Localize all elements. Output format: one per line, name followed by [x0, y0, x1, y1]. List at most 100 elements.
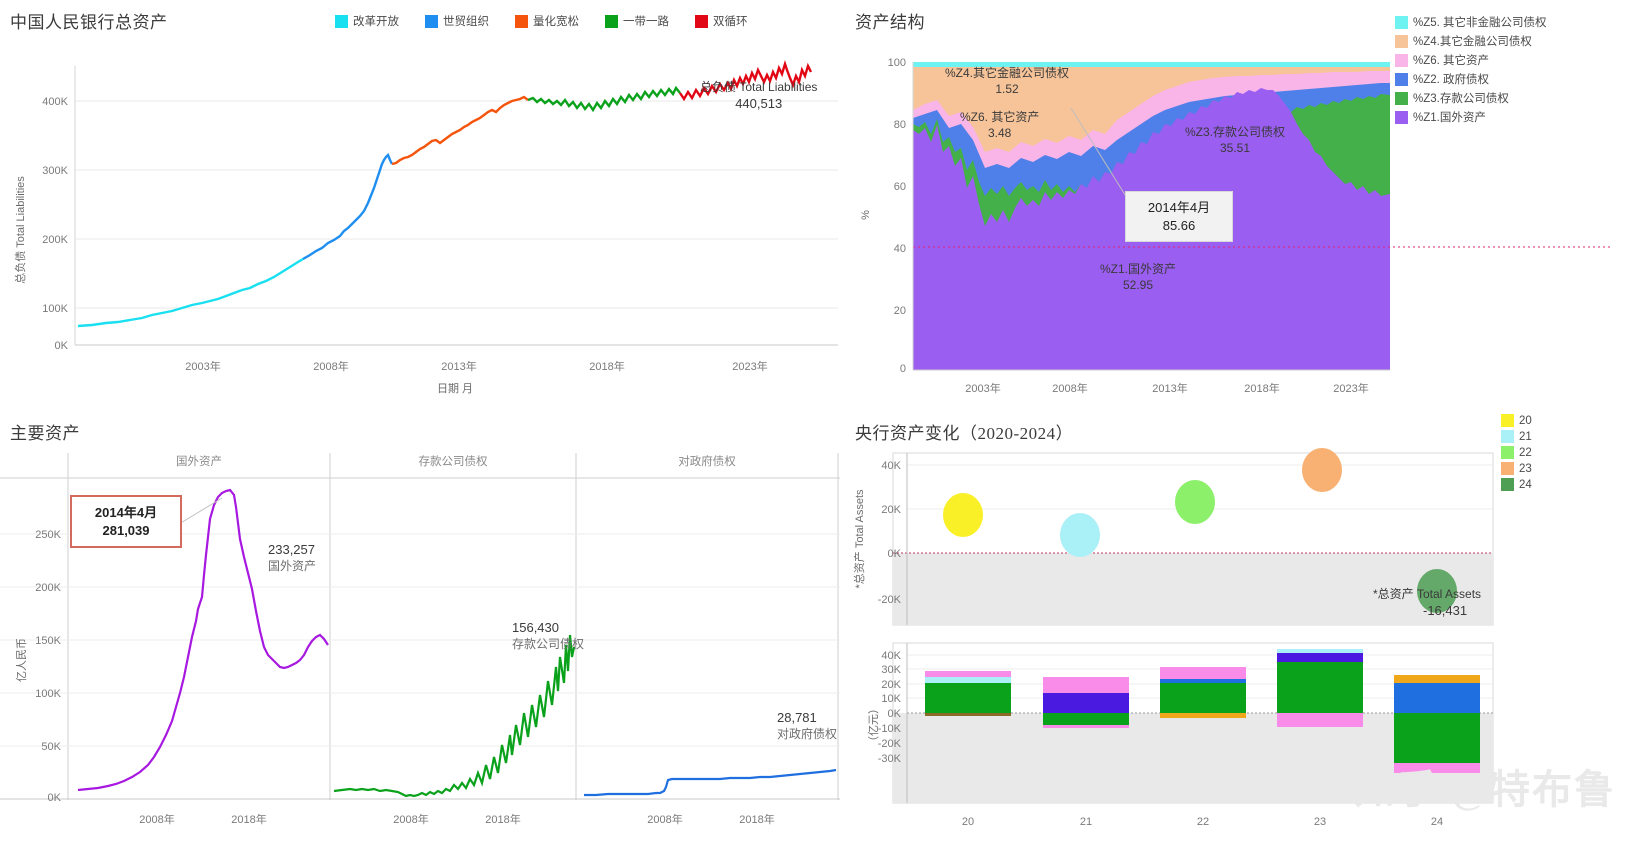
x-tick: 2013年	[441, 359, 476, 373]
legend-swatch	[335, 14, 348, 28]
legend-item[interactable]: 改革开放	[335, 13, 399, 29]
legend-label: %Z5. 其它非金融公司债权	[1413, 17, 1547, 29]
annotation-label: %Z1.国外资产	[1100, 262, 1177, 276]
bar-group-23[interactable]	[1277, 649, 1363, 727]
endlabel-name: 对政府债权	[777, 726, 838, 741]
legend-item[interactable]: 24	[1501, 478, 1532, 491]
legend-swatch	[1395, 15, 1408, 29]
bar-group-20[interactable]	[925, 671, 1011, 716]
annotation-total-assets-24: *总资产 Total Assets -16,431	[1373, 587, 1481, 619]
legend-item[interactable]: 双循环	[695, 13, 748, 29]
x-tick: 2018年	[485, 812, 520, 826]
legend-item[interactable]: 22	[1501, 446, 1532, 459]
legend-item[interactable]: %Z3.存款公司债权	[1395, 90, 1547, 106]
legend-swatch	[425, 14, 438, 28]
legend-label: %Z2. 政府债权	[1413, 74, 1490, 86]
legend-item[interactable]: %Z5. 其它非金融公司债权	[1395, 14, 1547, 30]
facet-title: 国外资产	[176, 454, 222, 468]
series-line-gov-claims	[584, 768, 837, 797]
legend-item[interactable]: 世贸组织	[425, 13, 489, 29]
legend-item[interactable]: 23	[1501, 462, 1532, 475]
legend-item[interactable]: %Z4.其它金融公司债权	[1395, 33, 1547, 49]
endlabel-name: 存款公司债权	[512, 636, 585, 651]
y-tick: 300K	[42, 165, 68, 177]
panel-major-assets: 主要资产 国外资产 存款公司债权 对政府债权 250K 200K	[0, 405, 845, 843]
annotation-label: %Z4.其它金融公司债权	[945, 66, 1070, 80]
tooltip-date: 2014年4月	[1147, 200, 1211, 215]
chart-pboc: 400K 300K 200K 100K 0K 总负债 Total Liabili…	[13, 60, 838, 395]
bar-group-22[interactable]	[1160, 667, 1246, 718]
legend-swatch	[695, 14, 708, 28]
legend-item[interactable]: %Z1.国外资产	[1395, 109, 1547, 125]
bar-group-24[interactable]	[1394, 675, 1480, 773]
x-tick: 2003年	[185, 359, 220, 373]
legend-item[interactable]: 21	[1501, 430, 1532, 443]
legend-swatch	[1501, 462, 1514, 475]
legend-label: 双循环	[713, 16, 748, 28]
x-tick: 2018年	[1244, 381, 1279, 395]
annotation-value: 1.52	[995, 81, 1019, 96]
tooltip-date: 2014年4月	[94, 505, 158, 520]
panel-title-asset-structure: 资产结构	[855, 13, 925, 32]
legend-label: 23	[1519, 462, 1532, 475]
legend-swatch	[1501, 430, 1514, 443]
legend-item[interactable]: 一带一路	[605, 13, 669, 29]
x-tick: 2008年	[647, 812, 682, 826]
y-tick: 20K	[881, 504, 901, 516]
y-tick: 100K	[42, 303, 68, 315]
tooltip-value: 85.66	[1162, 217, 1196, 233]
panel-pboc-total-assets: 中国人民银行总资产 改革开放 世贸组织 量化宽松 一带一路 双循环 400K 3…	[0, 0, 845, 405]
y-tick: 30K	[881, 664, 901, 676]
endlabel-value: 28,781	[777, 710, 817, 725]
y-tick: 0K	[48, 792, 62, 804]
y-tick: 80	[894, 119, 906, 131]
x-axis-title: 日期 月	[437, 382, 473, 395]
x-tick: 2023年	[1333, 381, 1368, 395]
bar-group-21[interactable]	[1043, 677, 1129, 728]
x-tick: 2013年	[1152, 381, 1187, 395]
bubble-21[interactable]	[1060, 513, 1100, 557]
endlabel-foreign-assets: 233,257 国外资产	[268, 542, 316, 574]
panel-title-cb-change: 央行资产变化（2020-2024）	[855, 424, 1074, 443]
series-line-deposit-claims	[333, 634, 576, 798]
legend-swatch	[605, 14, 618, 28]
annotation-label: %Z3.存款公司债权	[1185, 125, 1286, 139]
y-tick: -20K	[878, 738, 902, 750]
tooltip-value: 281,039	[102, 522, 150, 538]
bubble-20[interactable]	[943, 493, 983, 537]
y-tick: 50K	[41, 741, 61, 753]
legend-item[interactable]: %Z2. 政府债权	[1395, 71, 1547, 87]
series-line-foreign-assets	[77, 488, 329, 792]
legend-label: 20	[1519, 414, 1532, 427]
x-tick: 2018年	[739, 812, 774, 826]
bubble-22[interactable]	[1175, 480, 1215, 524]
legend-item[interactable]: %Z6. 其它资产	[1395, 52, 1547, 68]
endlabel-name: 国外资产	[268, 558, 317, 573]
endlabel-deposit-claims: 156,430 存款公司债权	[512, 620, 584, 652]
bubble-23[interactable]	[1302, 448, 1342, 492]
panel-title-major-assets: 主要资产	[10, 424, 80, 443]
legend-label: %Z1.国外资产	[1413, 112, 1486, 124]
annotation-value: 52.95	[1122, 277, 1154, 292]
bubble-24[interactable]	[1417, 569, 1457, 613]
annotation-total-liabilities: 总负债 Total Liabilities 440,513	[700, 80, 817, 112]
legend-label: 22	[1519, 446, 1532, 459]
series-line-belt-road	[527, 85, 681, 113]
legend-item[interactable]: 20	[1501, 414, 1532, 427]
y-tick: 60	[894, 181, 906, 193]
y-tick: 0K	[888, 708, 902, 720]
y-tick: -30K	[878, 753, 902, 765]
y-tick: 200K	[35, 582, 61, 594]
annotation-value: 3.48	[987, 125, 1012, 140]
y-axis-title: %	[860, 210, 872, 220]
y-tick: 20K	[881, 679, 901, 691]
annotation-z4: %Z4.其它金融公司债权 1.52	[945, 66, 1069, 97]
legend-label: 世贸组织	[443, 16, 489, 28]
y-axis-title: 亿人民币	[15, 638, 28, 682]
legend-item[interactable]: 量化宽松	[515, 13, 579, 29]
x-tick: 24	[1431, 816, 1443, 828]
tooltip-foreign-assets-peak: 2014年4月 281,039	[70, 495, 182, 549]
x-tick: 21	[1080, 816, 1092, 828]
annotation-label: *总资产 Total Assets	[1373, 587, 1482, 601]
legend-cb-change: 20 21 22 23 24	[1501, 414, 1532, 494]
